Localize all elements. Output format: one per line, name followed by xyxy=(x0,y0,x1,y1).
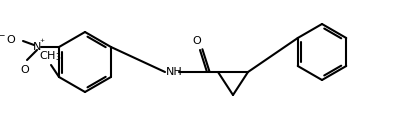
Text: $^+$: $^+$ xyxy=(38,37,46,46)
Text: O: O xyxy=(21,65,29,75)
Text: CH$_3$: CH$_3$ xyxy=(39,49,61,63)
Text: N: N xyxy=(33,42,41,52)
Text: NH: NH xyxy=(166,67,183,77)
Text: $^-$O: $^-$O xyxy=(0,33,17,45)
Text: O: O xyxy=(193,36,201,46)
